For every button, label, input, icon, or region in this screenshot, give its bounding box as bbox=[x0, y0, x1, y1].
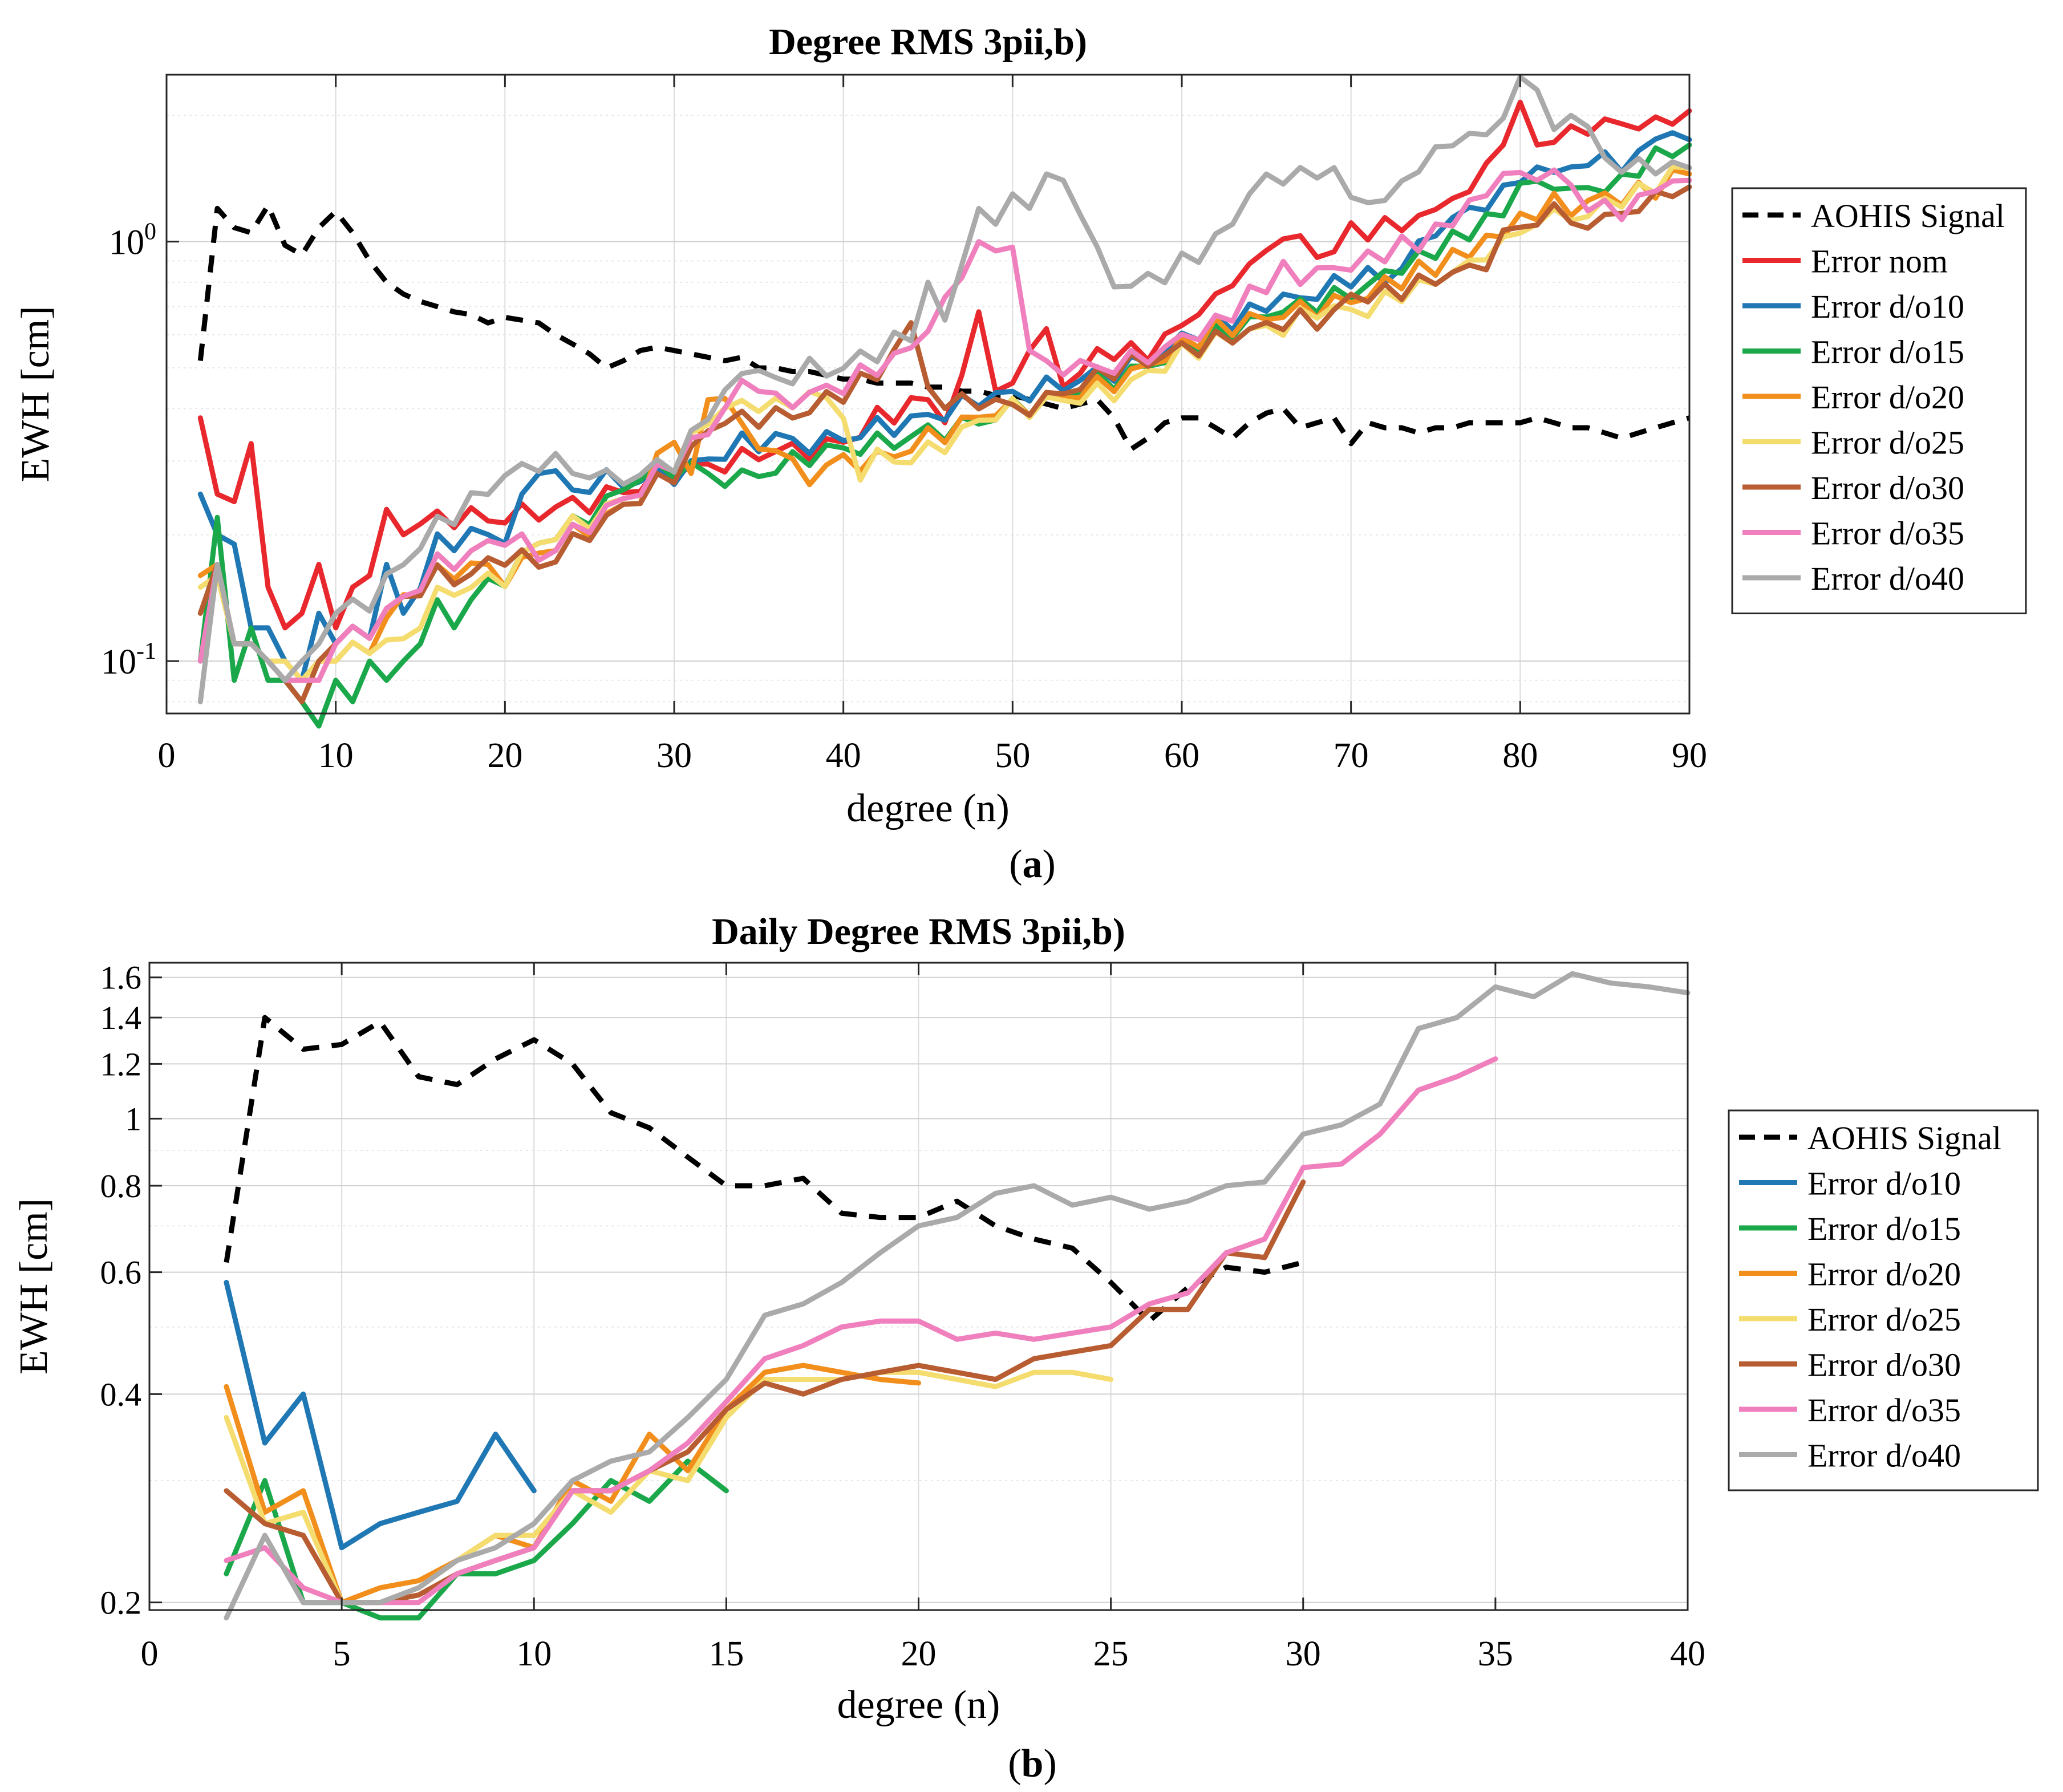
x-tick-label: 0 bbox=[141, 1635, 159, 1673]
y-tick-label: 10-1 bbox=[101, 638, 156, 682]
series-group bbox=[197, 74, 1692, 729]
x-tick-label: 5 bbox=[333, 1635, 351, 1673]
y-tick-label: 0.8 bbox=[100, 1167, 142, 1205]
x-axis-label: degree (n) bbox=[837, 1683, 1000, 1727]
x-tick-label: 40 bbox=[1670, 1635, 1705, 1673]
plot-area bbox=[167, 75, 1689, 713]
x-tick-label: 35 bbox=[1478, 1635, 1513, 1673]
y-tick-label: 0.6 bbox=[100, 1254, 142, 1291]
x-tick-label: 30 bbox=[656, 736, 692, 775]
chart-title: Daily Degree RMS 3pii,b) bbox=[712, 911, 1125, 952]
series-line-error-d-o40 bbox=[197, 74, 1692, 704]
legend-label-error-d-o10: Error d/o10 bbox=[1811, 288, 1964, 325]
series-line-error-d-o10 bbox=[197, 130, 1692, 683]
y-tick-label: 0.2 bbox=[100, 1584, 142, 1621]
panel-b: 0 5 10 15 20 25 30 35 40 0.2 0.4 0.6 0.8 1 1.2 1.41.6 Da… bbox=[12, 911, 2039, 1786]
legend-label-error-d-o35: Error d/o35 bbox=[1811, 515, 1964, 552]
panel-label: (b) bbox=[1008, 1742, 1057, 1786]
series-group bbox=[224, 971, 1691, 1621]
legend-label-error-d-o20: Error d/o20 bbox=[1811, 379, 1964, 416]
legend-label-error-d-o15: Error d/o15 bbox=[1811, 334, 1964, 371]
panel-label: (a) bbox=[1009, 842, 1056, 886]
x-tick-label: 15 bbox=[708, 1635, 744, 1673]
legend-label-error-d-o10: Error d/o10 bbox=[1807, 1165, 1961, 1202]
legend-label-aohis-signal: AOHIS Signal bbox=[1807, 1120, 2001, 1157]
y-axis-label: EWH [cm] bbox=[12, 1198, 56, 1375]
x-tick-label: 60 bbox=[1164, 736, 1199, 775]
legend-label-error-d-o15: Error d/o15 bbox=[1807, 1210, 1961, 1247]
y-tick-label: 1.6 bbox=[100, 959, 142, 996]
x-tick-label: 40 bbox=[826, 736, 861, 775]
legend-label-error-d-o25: Error d/o25 bbox=[1807, 1301, 1961, 1338]
x-tick-label: 50 bbox=[995, 736, 1030, 775]
chart-title: Degree RMS 3pii,b) bbox=[769, 21, 1087, 63]
y-tick-label: 100 bbox=[109, 219, 156, 262]
series-line-aohis-signal bbox=[197, 202, 1691, 452]
legend-box bbox=[1728, 1109, 2039, 1491]
series-line-error-d-o35 bbox=[224, 1056, 1498, 1605]
legend-label-error-nom: Error nom bbox=[1811, 243, 1948, 280]
x-tick-label: 30 bbox=[1286, 1635, 1321, 1673]
x-tick-label: 20 bbox=[487, 736, 522, 775]
legend-label-error-d-o40: Error d/o40 bbox=[1811, 560, 1964, 597]
y-tick-label: 1.2 bbox=[100, 1045, 142, 1083]
y-tick-label: 0.4 bbox=[100, 1376, 142, 1413]
legend: AOHIS Signal Error nom Error d/o10 Error d/… bbox=[1731, 187, 2027, 614]
legend-label-error-d-o30: Error d/o30 bbox=[1811, 469, 1964, 506]
x-tick-label: 80 bbox=[1502, 736, 1538, 775]
legend: AOHIS Signal Error d/o10 Error d/o15 Error … bbox=[1728, 1109, 2039, 1491]
series-line-error-d-o30 bbox=[197, 184, 1692, 704]
legend-label-error-d-o40: Error d/o40 bbox=[1807, 1437, 1961, 1474]
x-tick-label: 25 bbox=[1093, 1635, 1129, 1673]
legend-label-error-d-o25: Error d/o25 bbox=[1811, 424, 1964, 461]
y-tick-label: 1 bbox=[125, 1100, 141, 1137]
x-axis-label: degree (n) bbox=[846, 786, 1010, 830]
x-tick-label: 10 bbox=[318, 736, 354, 775]
legend-label-error-d-o20: Error d/o20 bbox=[1807, 1256, 1961, 1293]
legend-label-error-d-o35: Error d/o35 bbox=[1807, 1392, 1961, 1429]
legend-label-error-d-o30: Error d/o30 bbox=[1807, 1347, 1961, 1384]
series-line-error-d-o30 bbox=[224, 1179, 1306, 1605]
y-tick-label: 1.4 bbox=[100, 999, 142, 1036]
x-tick-label: 0 bbox=[158, 736, 176, 775]
axes-box bbox=[165, 74, 1691, 715]
series-line-error-d-o35 bbox=[197, 167, 1692, 683]
series-line-error-d-o10 bbox=[224, 1280, 537, 1551]
y-axis-label: EWH [cm] bbox=[14, 306, 58, 482]
series-line-aohis-signal bbox=[224, 1015, 1304, 1324]
legend-label-aohis-signal: AOHIS Signal bbox=[1811, 197, 2005, 234]
x-tick-label: 90 bbox=[1672, 736, 1707, 775]
x-tick-label: 70 bbox=[1334, 736, 1369, 775]
x-tick-label: 20 bbox=[901, 1635, 937, 1673]
x-tick-label: 10 bbox=[516, 1635, 552, 1673]
series-line-error-d-o40 bbox=[224, 971, 1691, 1621]
panel-a: 0 10 20 30 40 50 60 70 80 90 10-1 100 Degree RMS 3pi… bbox=[14, 21, 2027, 886]
